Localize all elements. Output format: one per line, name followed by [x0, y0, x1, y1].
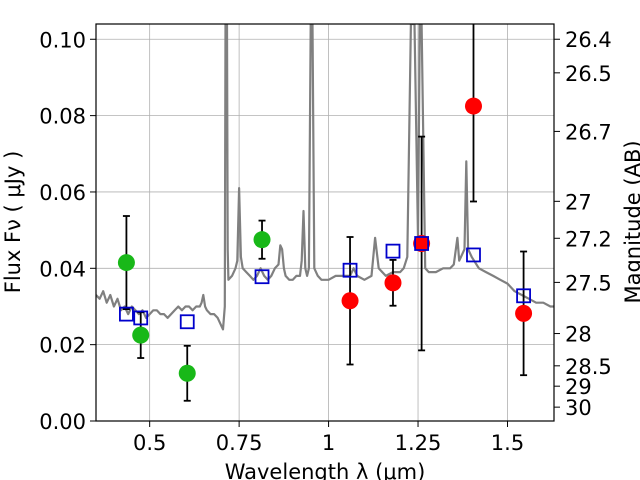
y-tick-label: 0.00	[39, 410, 86, 434]
data-point	[515, 304, 533, 322]
model-point	[466, 247, 481, 263]
mag-tick-label: 26.7	[565, 120, 612, 144]
x-tick-label: 1	[322, 431, 335, 455]
y-tick-label: 0.06	[39, 181, 86, 205]
mag-tick-label: 27	[565, 190, 592, 214]
mag-tick-label: 27.2	[565, 227, 612, 251]
data-point	[464, 97, 482, 115]
x-tick-label: 1.25	[395, 431, 442, 455]
model-point	[133, 310, 149, 326]
y-tick-label: 0.08	[39, 105, 86, 129]
model-point	[119, 306, 134, 322]
data-point	[132, 326, 150, 344]
spectrum-line	[96, 24, 554, 331]
spectrum-layer	[96, 24, 554, 331]
data-point	[117, 254, 135, 272]
mag-tick-label: 26.4	[565, 28, 612, 52]
y-axis-label: Flux Fν ( μJy )	[1, 151, 25, 294]
model-point	[254, 269, 270, 285]
model-point	[342, 262, 358, 278]
grid	[96, 24, 554, 422]
mag-tick-label: 29	[565, 375, 592, 399]
y-tick-label: 0.02	[39, 334, 86, 358]
mag-tick-label: 28.5	[565, 355, 612, 379]
model-point	[516, 288, 531, 304]
model-point	[414, 236, 430, 251]
x-tick-label: 0.5	[133, 431, 166, 455]
plot-frame	[95, 23, 555, 422]
y-tick-label: 0.10	[39, 28, 86, 52]
data-point	[341, 292, 359, 310]
right-axis-label: Magnitude (AB)	[621, 140, 640, 303]
data-point	[384, 274, 402, 292]
x-tick-label: 0.75	[216, 431, 263, 455]
mag-tick-label: 27.5	[565, 271, 612, 295]
markers	[117, 97, 533, 382]
mag-tick-label: 30	[565, 396, 592, 420]
x-axis-label: Wavelength λ (μm)	[225, 460, 426, 480]
y-tick-label: 0.04	[39, 257, 86, 281]
axis-ticks: 0.5 0.75 1 1.25 1.5 0.00 0.02 0.04 0.06 0.08 0.10 2…	[39, 28, 612, 455]
mag-tick-label: 26.5	[565, 62, 612, 86]
x-tick-label: 1.5	[491, 431, 524, 455]
data-point	[178, 364, 196, 382]
data-point	[253, 231, 271, 249]
data-point	[413, 234, 431, 252]
model-point	[385, 243, 401, 259]
model-point	[179, 314, 195, 330]
mag-tick-label: 28	[565, 323, 592, 347]
